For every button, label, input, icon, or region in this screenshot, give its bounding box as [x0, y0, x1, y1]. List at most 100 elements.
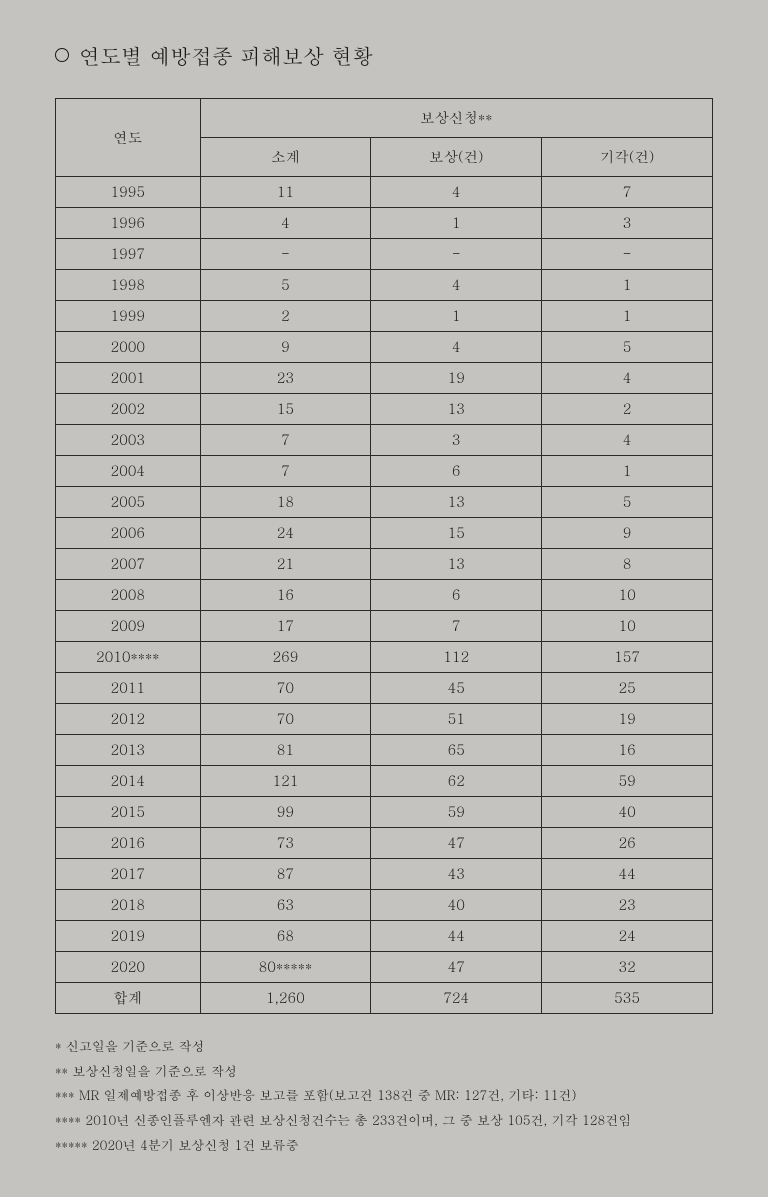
table-cell-year: 2007	[56, 549, 201, 580]
table-cell-subtotal: 9	[200, 332, 371, 363]
footnote-line: * 신고일을 기준으로 작성	[55, 1034, 713, 1059]
table-cell-rejected: 40	[542, 797, 713, 828]
table-cell-year: 1999	[56, 301, 201, 332]
table-cell-year: 2019	[56, 921, 201, 952]
table-cell-compensated: 1	[371, 301, 542, 332]
table-cell-compensated: 47	[371, 828, 542, 859]
table-cell-year: 1996	[56, 208, 201, 239]
table-row: 2019684424	[56, 921, 713, 952]
table-cell-year: 2020	[56, 952, 201, 983]
table-cell-rejected: 1	[542, 301, 713, 332]
header-year: 연도	[56, 99, 201, 177]
table-row: 2004761	[56, 456, 713, 487]
table-cell-compensated: 13	[371, 487, 542, 518]
table-row-total: 합계1,260724535	[56, 983, 713, 1014]
table-cell-subtotal: 68	[200, 921, 371, 952]
table-cell-year: 1998	[56, 270, 201, 301]
header-rejected: 기각(건)	[542, 138, 713, 177]
table-cell-total-rejected: 535	[542, 983, 713, 1014]
table-cell-rejected: 59	[542, 766, 713, 797]
table-cell-subtotal: 70	[200, 673, 371, 704]
page-title: 연도별 예방접종 피해보상 현황	[79, 40, 373, 70]
table-cell-subtotal: 81	[200, 735, 371, 766]
table-cell-compensated: 15	[371, 518, 542, 549]
table-cell-compensated: 51	[371, 704, 542, 735]
page-title-row: 연도별 예방접종 피해보상 현황	[55, 40, 713, 70]
table-cell-rejected: 4	[542, 363, 713, 394]
table-row: 200816610	[56, 580, 713, 611]
table-cell-compensated: 47	[371, 952, 542, 983]
table-row: 2003734	[56, 425, 713, 456]
table-cell-year: 2017	[56, 859, 201, 890]
table-cell-year: 2015	[56, 797, 201, 828]
table-cell-year: 2014	[56, 766, 201, 797]
table-cell-rejected: 5	[542, 332, 713, 363]
table-cell-subtotal: 7	[200, 425, 371, 456]
table-row: 2010****269112157	[56, 642, 713, 673]
table-cell-rejected: 25	[542, 673, 713, 704]
table-cell-year: 2013	[56, 735, 201, 766]
table-cell-rejected: 19	[542, 704, 713, 735]
table-cell-compensated: 4	[371, 270, 542, 301]
table-cell-rejected: 3	[542, 208, 713, 239]
table-cell-rejected: 10	[542, 611, 713, 642]
table-row: 2011704525	[56, 673, 713, 704]
table-cell-year: 2011	[56, 673, 201, 704]
header-claims-group: 보상신청**	[200, 99, 712, 138]
table-cell-subtotal: 17	[200, 611, 371, 642]
table-cell-compensated: 65	[371, 735, 542, 766]
table-row: 19951147	[56, 177, 713, 208]
table-cell-compensated: 40	[371, 890, 542, 921]
table-body: 1995114719964131997---199854119992112000…	[56, 177, 713, 1014]
table-cell-compensated: 4	[371, 177, 542, 208]
table-row: 2013816516	[56, 735, 713, 766]
table-row: 2015995940	[56, 797, 713, 828]
table-row: 200624159	[56, 518, 713, 549]
table-cell-year: 2003	[56, 425, 201, 456]
table-cell-year: 2001	[56, 363, 201, 394]
table-cell-subtotal: 21	[200, 549, 371, 580]
table-cell-rejected: 8	[542, 549, 713, 580]
table-row: 200123194	[56, 363, 713, 394]
table-cell-subtotal: 63	[200, 890, 371, 921]
table-cell-rejected: 1	[542, 270, 713, 301]
table-cell-compensated: 45	[371, 673, 542, 704]
table-cell-rejected: 4	[542, 425, 713, 456]
table-cell-rejected: 2	[542, 394, 713, 425]
table-cell-subtotal: -	[200, 239, 371, 270]
table-cell-subtotal: 16	[200, 580, 371, 611]
table-cell-year: 2012	[56, 704, 201, 735]
table-cell-rejected: -	[542, 239, 713, 270]
table-cell-rejected: 16	[542, 735, 713, 766]
table-cell-subtotal: 99	[200, 797, 371, 828]
table-row: 1997---	[56, 239, 713, 270]
table-cell-compensated: 43	[371, 859, 542, 890]
table-cell-compensated: -	[371, 239, 542, 270]
table-cell-compensated: 6	[371, 580, 542, 611]
table-cell-compensated: 13	[371, 394, 542, 425]
table-cell-compensated: 44	[371, 921, 542, 952]
table-cell-rejected: 9	[542, 518, 713, 549]
table-cell-subtotal: 269	[200, 642, 371, 673]
table-cell-subtotal: 2	[200, 301, 371, 332]
table-cell-subtotal: 121	[200, 766, 371, 797]
table-cell-rejected: 23	[542, 890, 713, 921]
footnote-line: *** MR 일제예방접종 후 이상반응 보고를 포함(보고건 138건 중 M…	[55, 1083, 713, 1108]
table-row: 200721138	[56, 549, 713, 580]
table-cell-compensated: 13	[371, 549, 542, 580]
table-cell-total-compensated: 724	[371, 983, 542, 1014]
table-cell-rejected: 7	[542, 177, 713, 208]
table-cell-compensated: 112	[371, 642, 542, 673]
table-cell-rejected: 5	[542, 487, 713, 518]
table-row: 2012705119	[56, 704, 713, 735]
table-row: 1998541	[56, 270, 713, 301]
table-cell-total-subtotal: 1,260	[200, 983, 371, 1014]
table-row: 1999211	[56, 301, 713, 332]
table-cell-subtotal: 87	[200, 859, 371, 890]
footnote-line: ** 보상신청일을 기준으로 작성	[55, 1059, 713, 1084]
table-cell-compensated: 4	[371, 332, 542, 363]
table-row: 2017874344	[56, 859, 713, 890]
table-row: 20141216259	[56, 766, 713, 797]
table-cell-rejected: 157	[542, 642, 713, 673]
header-compensated: 보상(건)	[371, 138, 542, 177]
